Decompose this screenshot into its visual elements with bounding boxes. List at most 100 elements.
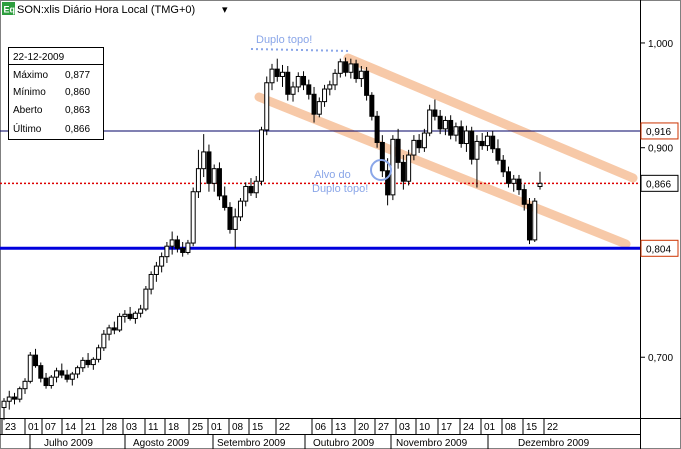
candle-body[interactable] (406, 154, 412, 182)
candle-body[interactable] (521, 189, 527, 205)
candle-body[interactable] (143, 288, 149, 310)
candle-body[interactable] (316, 101, 322, 115)
candle-body[interactable] (437, 115, 443, 130)
candle-body[interactable] (138, 308, 144, 314)
candle-body[interactable] (80, 359, 86, 369)
candle-body[interactable] (174, 239, 180, 249)
candle-body[interactable] (237, 200, 243, 218)
candle-body[interactable] (337, 61, 343, 74)
candle-body[interactable] (227, 206, 233, 230)
candle-body[interactable] (248, 185, 254, 194)
candle-body[interactable] (469, 130, 475, 160)
candle-body[interactable] (127, 313, 133, 319)
candle-body[interactable] (190, 191, 196, 244)
candle-body[interactable] (343, 61, 349, 73)
candle-body[interactable] (159, 256, 165, 267)
candle-body[interactable] (17, 388, 23, 400)
candle-body[interactable] (27, 354, 33, 382)
title-menu-arrow[interactable]: ▾ (222, 4, 228, 16)
candle-body[interactable] (164, 245, 170, 258)
candle-body[interactable] (253, 180, 259, 194)
candle-body[interactable] (432, 109, 438, 117)
candle-body[interactable] (511, 178, 517, 184)
candle-body[interactable] (122, 313, 128, 317)
candle-body[interactable] (395, 138, 401, 163)
candle-body[interactable] (232, 216, 238, 230)
candle-body[interactable] (442, 119, 448, 130)
candle-body[interactable] (6, 396, 12, 402)
candle-body[interactable] (479, 140, 485, 147)
candle-body[interactable] (269, 68, 275, 84)
candle-body[interactable] (295, 75, 301, 88)
candle-body[interactable] (495, 148, 501, 161)
candle-body[interactable] (285, 71, 291, 95)
candle-body[interactable] (490, 135, 496, 150)
candle-body[interactable] (416, 139, 422, 149)
candle-body[interactable] (117, 315, 123, 331)
candle-body[interactable] (280, 71, 286, 77)
candle-body[interactable] (290, 86, 296, 95)
candle-body[interactable] (474, 140, 480, 160)
candle-body[interactable] (353, 63, 359, 80)
candle-body[interactable] (48, 376, 54, 387)
candle-body[interactable] (358, 70, 364, 80)
candle-body[interactable] (505, 171, 511, 184)
candle-body[interactable] (216, 168, 222, 197)
candle-body[interactable] (532, 200, 538, 241)
candle-body[interactable] (69, 373, 75, 380)
candle-body[interactable] (379, 141, 385, 172)
candle-body[interactable] (54, 370, 60, 378)
candle-body[interactable] (463, 130, 469, 145)
candle-body[interactable] (484, 135, 490, 147)
candle-body[interactable] (448, 119, 454, 136)
candle-body[interactable] (385, 170, 391, 196)
candle-body[interactable] (301, 75, 307, 86)
candle-body[interactable] (111, 327, 117, 331)
candle-body[interactable] (500, 159, 506, 173)
candle-body[interactable] (1, 400, 7, 409)
candle-body[interactable] (43, 377, 49, 387)
candle-body[interactable] (132, 312, 138, 319)
candle-body[interactable] (453, 126, 459, 136)
candle-body[interactable] (400, 161, 406, 182)
candle-body[interactable] (85, 359, 91, 366)
candle-body[interactable] (90, 358, 96, 366)
candle-body[interactable] (75, 367, 81, 375)
candle-body[interactable] (148, 273, 154, 290)
candle-body[interactable] (222, 195, 228, 208)
candle-body[interactable] (243, 185, 249, 202)
candle-body[interactable] (153, 265, 159, 275)
candle-body[interactable] (38, 365, 44, 379)
candle-body[interactable] (96, 347, 102, 360)
candle-body[interactable] (206, 151, 212, 184)
candle-body[interactable] (101, 333, 107, 349)
candle-body[interactable] (59, 370, 65, 376)
candle-body[interactable] (537, 182, 543, 187)
candle-body[interactable] (327, 84, 333, 90)
candle-body[interactable] (322, 88, 328, 103)
candle-body[interactable] (458, 126, 464, 145)
candle-body[interactable] (369, 94, 375, 117)
candle-body[interactable] (516, 178, 522, 191)
candle-body[interactable] (421, 132, 427, 149)
candle-body[interactable] (311, 93, 317, 115)
candle-body[interactable] (12, 396, 18, 400)
candle-body[interactable] (211, 168, 217, 184)
candle-body[interactable] (374, 115, 380, 143)
candle-body[interactable] (195, 168, 201, 193)
candle-body[interactable] (180, 247, 186, 253)
candle-body[interactable] (64, 374, 70, 380)
candle-body[interactable] (201, 151, 207, 170)
candle-body[interactable] (411, 139, 417, 156)
candle-body[interactable] (427, 109, 433, 134)
candle-body[interactable] (348, 63, 354, 73)
candle-body[interactable] (106, 327, 112, 335)
candle-body[interactable] (364, 70, 370, 96)
candle-body[interactable] (33, 354, 39, 367)
candle-body[interactable] (258, 129, 264, 182)
candle-body[interactable] (169, 239, 175, 247)
candle-body[interactable] (332, 72, 338, 86)
candle-body[interactable] (306, 84, 312, 95)
candle-body[interactable] (185, 242, 191, 253)
candle-body[interactable] (526, 203, 532, 241)
